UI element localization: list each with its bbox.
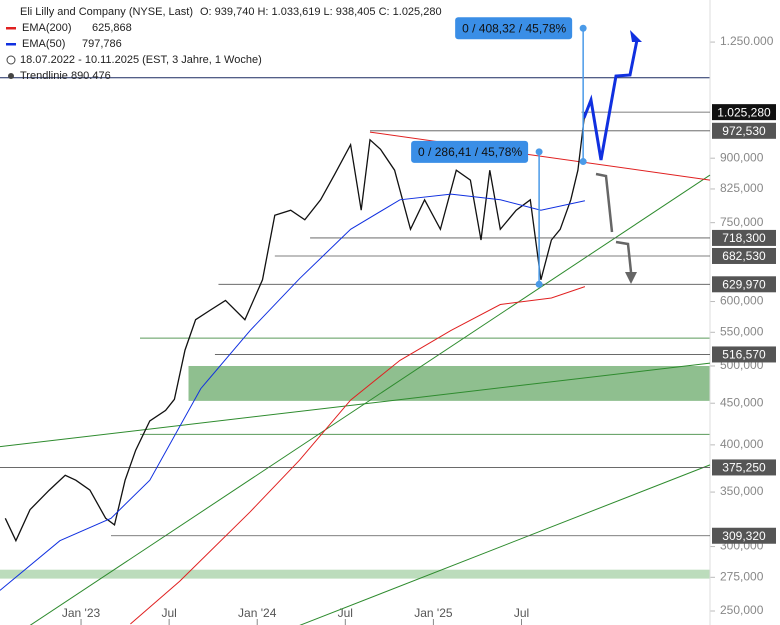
price-box	[712, 104, 776, 121]
measure-box	[411, 140, 529, 163]
trendline	[0, 362, 711, 448]
trendline	[299, 464, 711, 625]
legend-label: EMA(200)	[22, 22, 72, 34]
measure-box	[455, 17, 573, 40]
x-tick-label: Jan '24	[238, 606, 277, 620]
trend-icon	[8, 73, 14, 79]
x-tick-label: Jul	[161, 606, 176, 620]
legend-value: 625,868	[92, 22, 132, 34]
price-label: 629,970	[722, 277, 766, 291]
y-tick-label: 750,000	[720, 215, 764, 229]
series-line	[130, 286, 586, 625]
price-box	[712, 122, 776, 139]
trendline	[369, 131, 711, 181]
price-label: 309,320	[722, 529, 766, 543]
y-tick-label: 350,000	[720, 484, 764, 498]
y-tick-label: 250,000	[720, 603, 764, 617]
y-tick-label: 550,000	[720, 324, 764, 338]
y-tick-label: 450,000	[720, 395, 764, 409]
title: Eli Lilly and Company (NYSE, Last)	[20, 6, 193, 18]
price-label: 972,530	[722, 124, 766, 138]
price-label: 516,570	[722, 348, 766, 362]
trend-label: Trendlinie 890.476	[20, 70, 111, 82]
y-tick-label: 825,000	[720, 181, 764, 195]
zone	[0, 569, 710, 579]
trendline	[29, 174, 711, 625]
x-tick-label: Jan '23	[62, 606, 101, 620]
legend-swatch	[6, 43, 16, 46]
series-line	[0, 193, 586, 591]
legend-value: 797,786	[82, 38, 122, 50]
price-label: 1.025,280	[717, 105, 771, 119]
x-tick-label: Jan '25	[414, 606, 453, 620]
price-box	[712, 229, 776, 246]
y-tick-label: 275,000	[720, 569, 764, 583]
price-box	[712, 527, 776, 544]
y-tick-label: 400,000	[720, 437, 764, 451]
price-box	[712, 346, 776, 363]
price-label: 718,300	[722, 231, 766, 245]
measure-dot	[579, 24, 587, 32]
price-label: 375,250	[722, 461, 766, 475]
y-tick-label: 900,000	[720, 150, 764, 164]
price-box	[712, 247, 776, 264]
y-tick-label: 1.250.000	[720, 34, 774, 48]
measure-dot	[535, 148, 543, 156]
measure-dot	[579, 158, 587, 166]
y-tick-label: 600,000	[720, 294, 764, 308]
x-tick-label: Jul	[514, 606, 529, 620]
measure-label: 0 / 286,41 / 45,78%	[418, 145, 522, 159]
measure-dot	[535, 280, 543, 288]
projection-arrows	[582, 30, 642, 284]
clock-icon	[6, 55, 16, 65]
ohlc: O: 939,740 H: 1.033,619 L: 938,405 C: 1.…	[200, 6, 442, 18]
price-box	[712, 459, 776, 476]
period: 18.07.2022 - 10.11.2025 (EST, 3 Jahre, 1…	[20, 54, 262, 66]
series-line	[4, 112, 586, 543]
legend-swatch	[6, 27, 16, 30]
x-tick-label: Jul	[338, 606, 353, 620]
legend-label: EMA(50)	[22, 38, 65, 50]
zone	[188, 365, 710, 401]
price-label: 682,530	[722, 249, 766, 263]
measure-label: 0 / 408,32 / 45,78%	[462, 21, 566, 35]
price-box	[712, 276, 776, 293]
